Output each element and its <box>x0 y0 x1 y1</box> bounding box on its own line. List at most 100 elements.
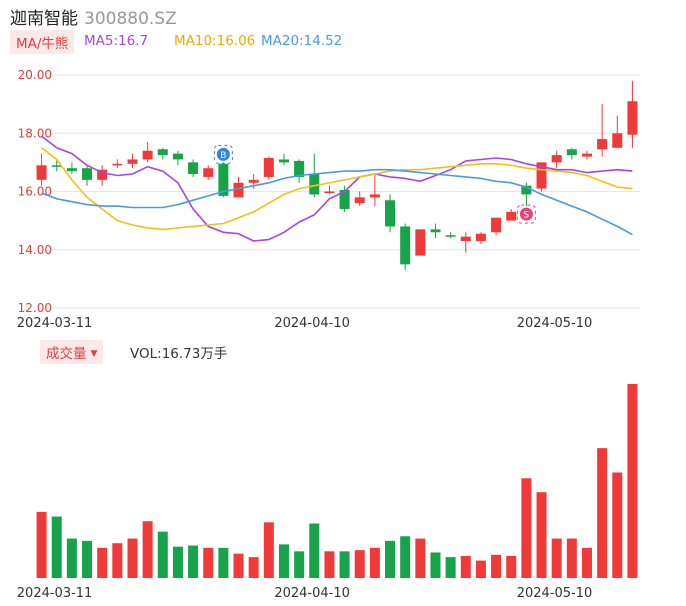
volume-bar <box>491 554 502 578</box>
candle-body <box>263 158 274 177</box>
caret-down-icon: ▼ <box>90 349 98 359</box>
volume-bar <box>112 543 123 578</box>
volume-bar <box>97 547 108 578</box>
candle-body <box>551 155 562 163</box>
volume-bar <box>551 538 562 578</box>
candle-body <box>475 233 486 242</box>
volume-bar <box>172 546 183 578</box>
volume-bar <box>51 516 62 578</box>
volume-bar <box>309 523 320 578</box>
volume-bar <box>82 540 93 578</box>
volume-bar <box>612 472 623 578</box>
volume-bar <box>263 522 274 578</box>
x-tick-label: 2024-05-10 <box>517 586 593 601</box>
y-tick-label: 14.00 <box>18 243 52 257</box>
volume-bar <box>248 557 259 578</box>
volume-bar <box>157 531 168 578</box>
candle-body <box>127 159 138 164</box>
volume-bar <box>445 557 456 578</box>
y-tick-label: 20.00 <box>18 68 52 82</box>
candle-body <box>142 150 153 160</box>
candle-body <box>51 165 62 167</box>
candle-body <box>309 174 320 195</box>
candle-body <box>172 153 183 160</box>
candle-body <box>627 101 638 135</box>
ma10-label: MA10:16.06 <box>174 33 256 49</box>
candle-body <box>491 217 502 233</box>
volume-indicator-button[interactable]: 成交量 ▼ <box>40 340 104 364</box>
candle-body <box>36 165 47 180</box>
ma5-label: MA5:16.7 <box>84 33 149 49</box>
volume-bar <box>400 536 411 578</box>
candle-body <box>354 197 365 204</box>
volume-bar <box>581 547 592 578</box>
candle-body <box>612 133 623 148</box>
volume-bar <box>460 555 471 578</box>
candle-body <box>400 226 411 265</box>
candle-body <box>157 149 168 156</box>
candle-body <box>248 179 259 183</box>
volume-bar <box>430 552 441 578</box>
stock-title: 迦南智能 300880.SZ <box>10 4 177 29</box>
ma20-label: MA20:14.52 <box>261 33 343 49</box>
candle-body <box>66 168 77 172</box>
stock-code: 300880.SZ <box>84 9 177 29</box>
signal-marker-icon <box>216 147 230 161</box>
volume-bar <box>66 538 77 578</box>
signal-marker-symbol: B <box>220 151 226 161</box>
signal-marker-frame <box>213 144 233 164</box>
volume-bar <box>278 544 289 578</box>
candle-body <box>278 159 289 163</box>
candle-body <box>218 163 229 196</box>
stock-name: 迦南智能 <box>10 9 78 29</box>
volume-bar <box>521 478 532 578</box>
volume-bar <box>188 545 199 578</box>
volume-bar <box>415 538 426 578</box>
volume-bar <box>536 492 547 578</box>
candle-body <box>203 168 214 177</box>
volume-bar <box>339 551 350 578</box>
volume-bar <box>36 511 47 578</box>
candle-body <box>97 169 108 180</box>
x-tick-label: 2024-03-11 <box>17 586 93 601</box>
volume-bar <box>597 448 608 578</box>
candle-body <box>566 149 577 156</box>
candle-body <box>369 194 380 198</box>
volume-bar <box>203 547 214 578</box>
candle-body <box>506 211 517 221</box>
ma5-line <box>41 135 633 242</box>
signal-marker-symbol: S <box>524 211 530 221</box>
ma20-line <box>41 168 633 236</box>
candle-body <box>521 185 532 195</box>
candle-body <box>233 182 244 198</box>
volume-bar <box>233 553 244 578</box>
volume-bar <box>324 551 335 578</box>
candle-body <box>294 160 305 177</box>
candle-body <box>324 191 335 193</box>
candle-body <box>112 163 123 166</box>
y-tick-label: 18.00 <box>18 126 52 140</box>
volume-bar <box>369 547 380 578</box>
candle-body <box>188 162 199 175</box>
ma-mode-button[interactable]: MA/牛熊 <box>10 30 75 54</box>
candle-body <box>385 200 396 227</box>
candle-body <box>445 235 456 237</box>
candle-body <box>82 168 93 180</box>
volume-button-label: 成交量 <box>46 346 87 362</box>
candle-body <box>581 153 592 157</box>
candle-body <box>339 190 350 209</box>
x-tick-label: 2024-04-10 <box>274 316 350 331</box>
volume-bar <box>142 521 153 578</box>
volume-bar <box>627 384 638 578</box>
volume-bar <box>506 555 517 578</box>
ma10-line <box>41 147 633 231</box>
y-tick-label: 16.00 <box>18 185 52 199</box>
volume-value-label: VOL:16.73万手 <box>130 346 228 362</box>
candle-body <box>597 139 608 150</box>
candle-body <box>415 229 426 256</box>
x-tick-label: 2024-03-11 <box>17 316 93 331</box>
volume-bar <box>566 538 577 578</box>
signal-marker-icon <box>519 207 533 221</box>
volume-bar <box>475 560 486 578</box>
